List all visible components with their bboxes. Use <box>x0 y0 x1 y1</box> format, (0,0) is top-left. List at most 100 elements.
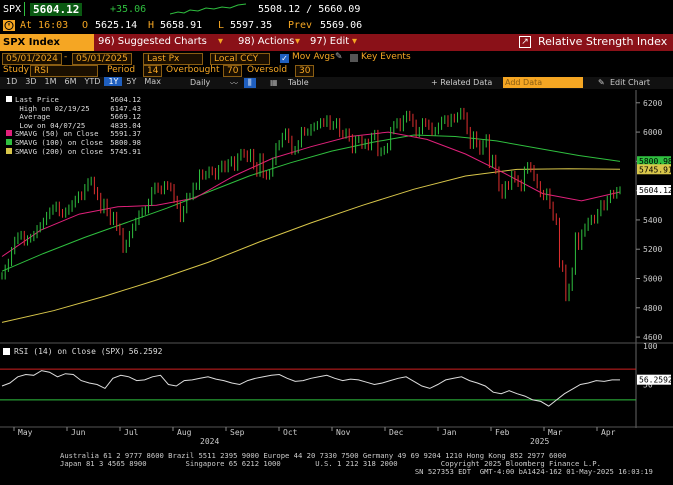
x-tick-label: Mar <box>548 428 563 437</box>
x-tick-label: Jan <box>442 428 457 437</box>
currency-select[interactable]: Local CCY <box>210 53 270 65</box>
quote-bar: SPX 5604.12 +35.06 5508.12 / 5660.09 <box>0 0 673 20</box>
x-tick-label: Oct <box>283 428 298 437</box>
footer-line-3: SN 527353 EDT GMT-4:00 bA1424-162 01-May… <box>60 467 653 476</box>
legend-label: High on 02/19/25 <box>15 103 90 113</box>
period-label: Period <box>107 65 136 75</box>
actions-dropdown-icon[interactable]: ▾ <box>295 36 301 47</box>
security-field[interactable]: SPX Index <box>0 34 94 51</box>
oversold-input[interactable]: 30 <box>295 65 315 77</box>
start-date-input[interactable]: 05/01/2024 <box>2 53 62 65</box>
legend-value: 6147.43 <box>110 103 141 113</box>
period-button-6m[interactable]: 6M <box>64 77 77 86</box>
open-label: O <box>82 20 89 31</box>
legend-swatch <box>6 130 12 137</box>
legend-value: 5800.98 <box>110 137 141 147</box>
ticker: SPX <box>3 4 22 15</box>
end-date-input[interactable]: 05/01/2025 <box>72 53 132 65</box>
edit-dropdown-icon[interactable]: ▾ <box>352 36 358 47</box>
quote-time: At 16:03 <box>20 20 69 31</box>
high-label: H <box>148 20 155 31</box>
field-select[interactable]: Last Px <box>143 53 203 65</box>
price-tick-label: 5200 <box>643 245 662 254</box>
rsi-legend: RSI (14) on Close (SPX) 56.2592 <box>3 347 163 356</box>
legend-item: Average 5669.12 <box>6 112 141 122</box>
suggested-dropdown-icon[interactable]: ▾ <box>218 36 224 47</box>
frequency-select[interactable]: Daily <box>190 78 211 87</box>
legend-value: 5591.37 <box>110 129 141 139</box>
price-tick-label: 6200 <box>643 99 662 108</box>
overbought-input[interactable]: 70 <box>223 65 243 77</box>
price-chart[interactable]: 6200600058005600540052005000480046001005… <box>0 90 673 485</box>
period-button-3d[interactable]: 3D <box>25 77 37 86</box>
period-button-ytd[interactable]: YTD <box>84 77 101 86</box>
pencil-icon[interactable]: ✎ <box>335 52 343 62</box>
sparkline-icon <box>170 3 247 15</box>
line-style-icon[interactable]: 〰 <box>230 79 238 88</box>
low-label: L <box>218 20 225 31</box>
period-button-5y[interactable]: 5Y <box>126 77 137 86</box>
legend-label: Low on 04/07/25 <box>15 120 86 130</box>
rsi-tick-label: 50 <box>643 381 653 390</box>
mov-avgs-checkbox[interactable]: ✓ <box>280 54 289 63</box>
key-events-label[interactable]: Key Events <box>361 52 411 62</box>
ohlc-bar: At 16:03 O 5625.14 H 5658.91 L 5597.35 P… <box>0 19 673 34</box>
low-value: 5597.35 <box>230 20 273 31</box>
day-range: 5508.12 / 5660.09 <box>258 4 361 15</box>
table-icon[interactable]: ▦ <box>270 78 278 87</box>
x-tick-label: Jun <box>71 428 86 437</box>
legend-label: Last Price <box>15 95 59 104</box>
edit-chart-pencil-icon[interactable]: ✎ <box>598 78 605 87</box>
period-button-1d[interactable]: 1D <box>6 77 18 86</box>
period-input[interactable]: 14 <box>143 65 163 77</box>
edit-menu[interactable]: 97) Edit <box>310 36 350 47</box>
sma100-line <box>1 134 621 272</box>
period-toolbar: 1D 3D 1M 6M YTD 1Y 5Y Max Daily 〰 ⫼ ▦ Table + R… <box>0 77 673 89</box>
rsi-tick-label: 100 <box>643 342 658 351</box>
table-button[interactable]: Table <box>288 78 309 87</box>
edit-chart-button[interactable]: Edit Chart <box>610 78 651 87</box>
legend-label: Average <box>15 112 51 122</box>
legend-swatch <box>6 96 12 102</box>
period-button-1m[interactable]: 1M <box>44 77 57 86</box>
x-tick-label: Nov <box>336 428 351 437</box>
oversold-label: Oversold <box>247 65 288 75</box>
related-data-button[interactable]: + Related Data <box>431 78 493 87</box>
x-tick-label: Feb <box>495 428 510 437</box>
legend-value: 5669.12 <box>110 112 141 122</box>
last-price-tag-text: 5604.12 <box>639 186 673 195</box>
key-events-checkbox[interactable] <box>350 54 358 62</box>
prev-label: Prev <box>288 20 313 31</box>
suggested-charts-menu[interactable]: 96) Suggested Charts <box>98 36 207 47</box>
external-link-icon[interactable]: ↗ <box>519 36 531 48</box>
rsi-swatch <box>3 348 10 355</box>
last-price: 5604.12 <box>30 3 83 16</box>
year-label: 2024 <box>200 437 219 446</box>
x-tick-label: May <box>18 428 33 437</box>
legend-item: Last Price 5604.12 <box>6 95 141 105</box>
legend-item: SMAVG (50) on Close 5591.37 <box>6 130 141 139</box>
rsi-value-tag <box>637 374 671 385</box>
legend-label: SMAVG (100) on Close <box>15 137 103 147</box>
rsi-legend-value: 56.2592 <box>128 347 163 356</box>
period-button-max[interactable]: Max <box>144 77 161 86</box>
sma200-tag <box>637 164 671 175</box>
bar-style-icon[interactable]: ⫼ <box>244 78 256 88</box>
rsi-legend-label: RSI (14) on Close (SPX) <box>14 347 125 356</box>
legend-item: Low on 04/07/25 4835.04 <box>6 120 141 131</box>
period-buttons: 1D 3D 1M 6M YTD 1Y 5Y Max <box>2 77 165 86</box>
x-tick-label: Aug <box>177 428 192 437</box>
add-data-input[interactable]: Add Data <box>503 77 583 88</box>
mov-avgs-label[interactable]: Mov Avgs <box>292 52 335 62</box>
legend-value: 4835.04 <box>110 120 141 130</box>
footer-line-1: Australia 61 2 9777 8600 Brazil 5511 239… <box>60 451 567 460</box>
study-select[interactable]: RSI <box>30 65 98 77</box>
legend-item: SMAVG (200) on Close 5745.91 <box>6 147 141 157</box>
sma50-line <box>1 131 621 257</box>
up-marker-icon <box>24 2 25 16</box>
actions-menu[interactable]: 98) Actions <box>238 36 295 47</box>
x-tick-label: Dec <box>389 428 404 437</box>
period-button-1y[interactable]: 1Y <box>104 77 123 86</box>
x-tick-label: Apr <box>601 428 616 437</box>
date-toolbar: 05/01/2024 - 05/01/2025 Last Px Local CC… <box>0 52 673 65</box>
